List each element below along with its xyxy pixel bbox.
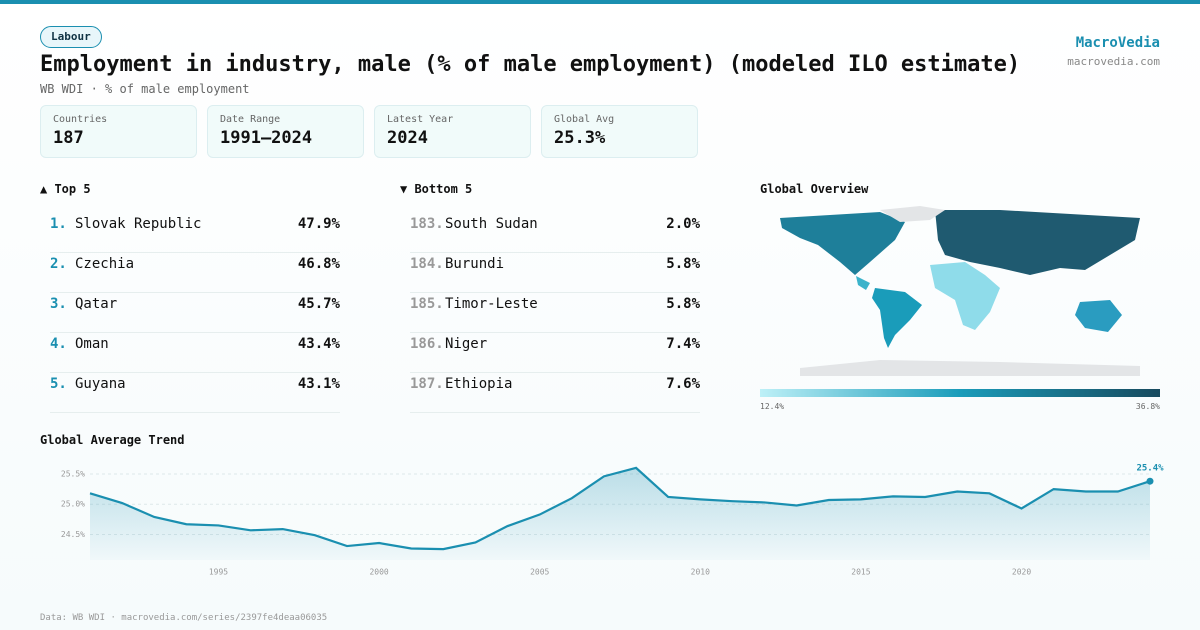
value-label: 25.4%: [1136, 464, 1164, 474]
value: 43.1%: [297, 376, 340, 392]
country: Burundi: [445, 256, 505, 272]
site: macrovedia.com: [1067, 55, 1160, 68]
ranking-row: 186. Niger 7.4%: [410, 332, 700, 373]
value: 46.8%: [297, 256, 340, 272]
area: [90, 467, 1150, 560]
subtitle: WB WDI · % of male employment: [40, 82, 250, 96]
stat-card: Countries 187: [40, 105, 197, 158]
ranking-row: 1. Slovak Republic 47.9%: [50, 212, 340, 253]
tag: Labour: [40, 26, 102, 48]
ranking-row: 4. Oman 43.4%: [50, 332, 340, 373]
value: 7.4%: [666, 336, 700, 352]
brand: MacroVedia: [1075, 35, 1160, 51]
stat-label: Latest Year: [387, 114, 454, 125]
rank: 184.: [410, 256, 444, 272]
stat-label: Global Avg: [554, 114, 615, 125]
value: 7.6%: [666, 376, 700, 392]
australia: [1075, 300, 1122, 332]
x-tick-label: 2005: [530, 568, 549, 577]
country: South Sudan: [445, 216, 538, 232]
country: Czechia: [75, 256, 135, 272]
antarctica: [800, 360, 1140, 376]
x-tick-label: 1995: [209, 568, 228, 577]
rank: 185.: [410, 296, 444, 312]
country: Oman: [75, 336, 109, 352]
point: [1146, 477, 1154, 485]
north-america: [780, 212, 905, 275]
rank: 5.: [50, 376, 67, 392]
rank: 186.: [410, 336, 444, 352]
rank: 2.: [50, 256, 67, 272]
legend-min: 12.4%: [760, 402, 785, 411]
rank: 3.: [50, 296, 67, 312]
country: Qatar: [75, 296, 118, 312]
section-title: Global Average Trend: [40, 433, 185, 447]
rank: 187.: [410, 376, 444, 392]
stat-value: 1991–2024: [220, 128, 313, 148]
x-tick-label: 2020: [1012, 568, 1031, 577]
stat-card: Global Avg 25.3%: [541, 105, 698, 158]
section-title: ▲ Top 5: [40, 182, 91, 196]
rank: 1.: [50, 216, 67, 232]
ranking-row: 5. Guyana 43.1%: [50, 372, 340, 413]
footer: Data: WB WDI · macrovedia.com/series/239…: [40, 613, 328, 623]
y-tick-label: 24.5%: [61, 530, 85, 539]
x-tick-label: 2000: [369, 568, 388, 577]
rank: 183.: [410, 216, 444, 232]
greenland: [880, 206, 945, 222]
central-america: [856, 276, 870, 290]
stat-card: Latest Year 2024: [374, 105, 531, 158]
y-tick-label: 25.0%: [61, 500, 85, 509]
ranking-row: 3. Qatar 45.7%: [50, 292, 340, 333]
value: 47.9%: [297, 216, 340, 232]
ranking-row: 187. Ethiopia 7.6%: [410, 372, 700, 413]
y-tick-label: 25.5%: [61, 469, 85, 478]
eurasia: [935, 210, 1140, 275]
ranking-row: 185. Timor-Leste 5.8%: [410, 292, 700, 333]
x-tick-label: 2015: [851, 568, 870, 577]
ranking-row: 2. Czechia 46.8%: [50, 252, 340, 293]
value: 2.0%: [666, 216, 700, 232]
line: [89, 466, 1151, 551]
legend-max: 36.8%: [1135, 402, 1160, 411]
stat-value: 2024: [387, 128, 428, 148]
x-tick-label: 2010: [691, 568, 710, 577]
stat-label: Date Range: [220, 114, 281, 125]
value: 45.7%: [297, 296, 340, 312]
title: Employment in industry, male (% of male …: [40, 52, 1021, 77]
stat-label: Countries: [53, 114, 108, 125]
world-map: [780, 206, 1140, 376]
section-title: Global Overview: [760, 182, 869, 196]
value: 5.8%: [666, 256, 700, 272]
value: 5.8%: [666, 296, 700, 312]
section-title: ▼ Bottom 5: [400, 182, 473, 196]
ranking-row: 183. South Sudan 2.0%: [410, 212, 700, 253]
top-bar: [0, 0, 1200, 4]
south-america: [872, 288, 922, 348]
stat-value: 187: [53, 128, 84, 148]
africa: [930, 262, 1000, 330]
rank: 4.: [50, 336, 67, 352]
country: Guyana: [75, 376, 126, 392]
ranking-row: 184. Burundi 5.8%: [410, 252, 700, 293]
country: Timor-Leste: [445, 296, 538, 312]
country: Slovak Republic: [75, 216, 202, 232]
country: Niger: [445, 336, 488, 352]
stat-value: 25.3%: [554, 128, 606, 148]
country: Ethiopia: [445, 376, 513, 392]
value: 43.4%: [297, 336, 340, 352]
stat-card: Date Range 1991–2024: [207, 105, 364, 158]
legend-gradient: [760, 389, 1160, 397]
